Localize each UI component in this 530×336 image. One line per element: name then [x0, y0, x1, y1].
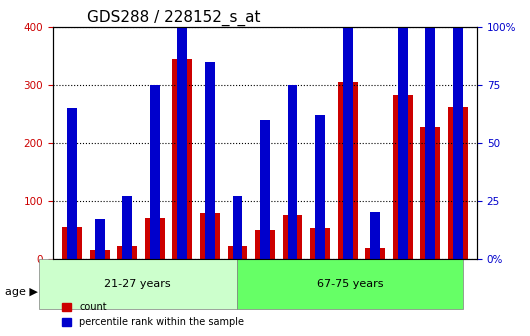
Bar [260, 120, 270, 259]
Bar [118, 246, 137, 259]
Bar [205, 61, 215, 259]
Text: 21-27 years: 21-27 years [104, 279, 171, 289]
Bar [63, 227, 82, 259]
Text: age ▶: age ▶ [5, 287, 38, 297]
Bar [172, 59, 192, 259]
Bar [420, 127, 440, 259]
Legend: count, percentile rank within the sample: count, percentile rank within the sample [58, 298, 248, 331]
Bar [255, 229, 275, 259]
Bar [393, 95, 412, 259]
Bar [310, 228, 330, 259]
Bar [200, 213, 220, 259]
Bar [95, 219, 105, 259]
Bar [122, 196, 132, 259]
Bar [338, 82, 358, 259]
Bar [398, 0, 408, 259]
Text: 67-75 years: 67-75 years [316, 279, 383, 289]
Bar [342, 0, 352, 259]
Bar [178, 0, 188, 259]
Bar [315, 115, 325, 259]
Bar [448, 107, 467, 259]
Bar [425, 0, 435, 259]
Bar [453, 0, 463, 259]
FancyBboxPatch shape [237, 259, 463, 309]
Bar [282, 215, 303, 259]
Bar [227, 246, 248, 259]
FancyBboxPatch shape [39, 259, 237, 309]
Bar [90, 250, 110, 259]
Bar [233, 196, 242, 259]
Bar [365, 248, 385, 259]
Bar [67, 108, 77, 259]
Bar [150, 85, 160, 259]
Text: GDS288 / 228152_s_at: GDS288 / 228152_s_at [87, 9, 260, 26]
Bar [145, 218, 165, 259]
Bar [288, 85, 297, 259]
Bar [370, 212, 380, 259]
